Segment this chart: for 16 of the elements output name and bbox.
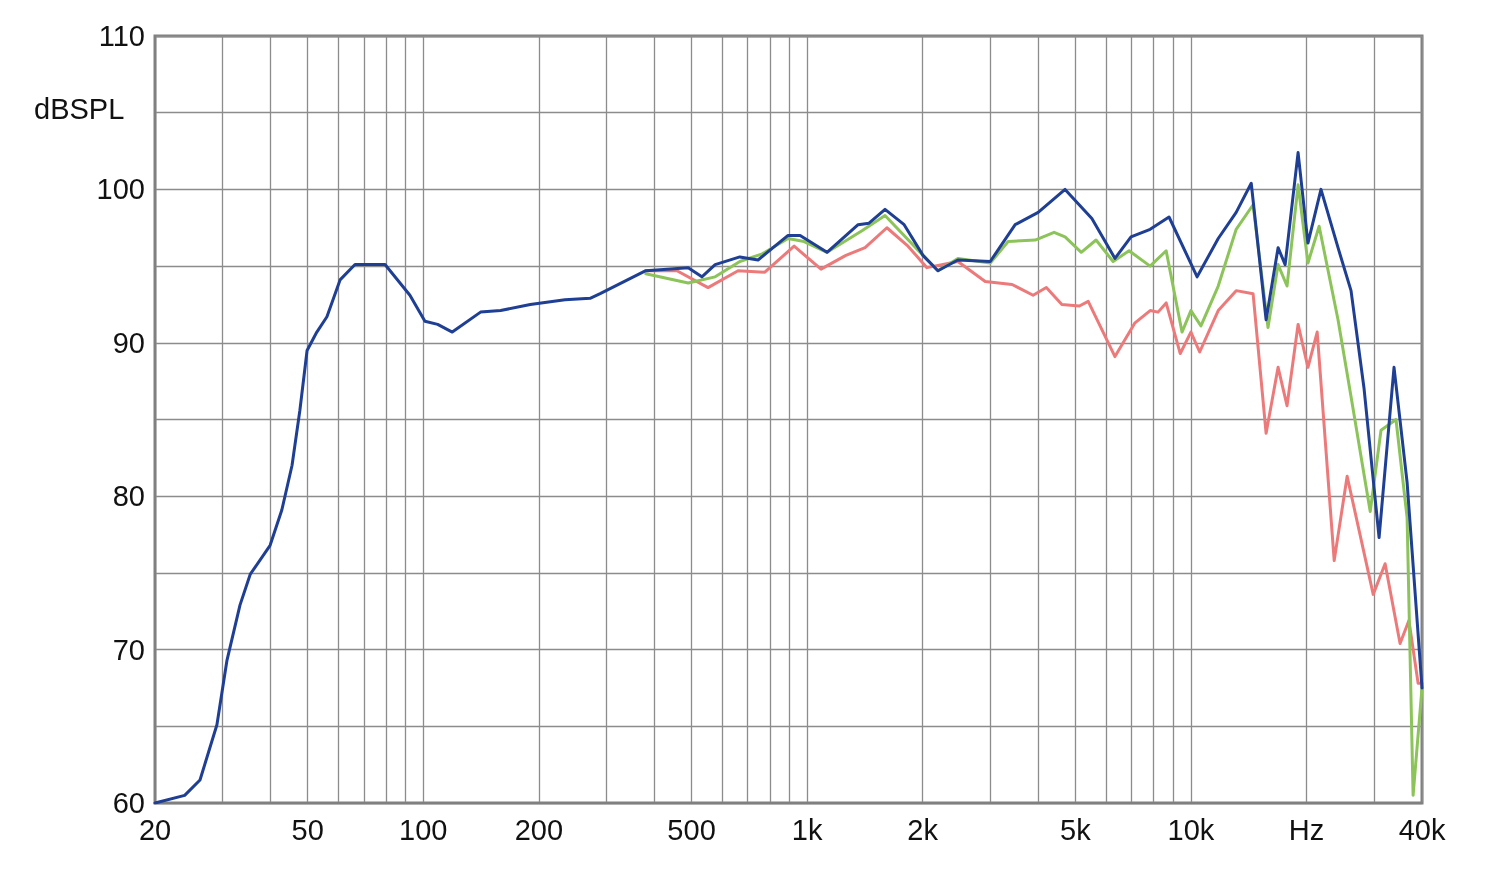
x-tick-label: 200 <box>514 813 564 846</box>
y-tick-label: 80 <box>112 480 145 513</box>
y-tick-label: 100 <box>96 173 145 206</box>
x-tick-label: 1k <box>791 813 823 846</box>
y-tick-label: 110 <box>98 20 145 52</box>
x-tick-label: 100 <box>399 813 448 846</box>
x-tick-label: 2k <box>907 813 939 846</box>
x-tick-label: 10k <box>1167 813 1215 846</box>
x-tick-label: 5k <box>1060 813 1092 846</box>
y-tick-label: 70 <box>112 633 145 666</box>
y-axis-title: dBSPL <box>34 92 125 125</box>
x-tick-label: 50 <box>291 813 324 846</box>
x-tick-label: 500 <box>667 813 716 846</box>
x-tick-label: 40k <box>1398 813 1446 846</box>
x-tick-label: Hz <box>1288 813 1325 846</box>
y-tick-label: 90 <box>112 326 145 359</box>
